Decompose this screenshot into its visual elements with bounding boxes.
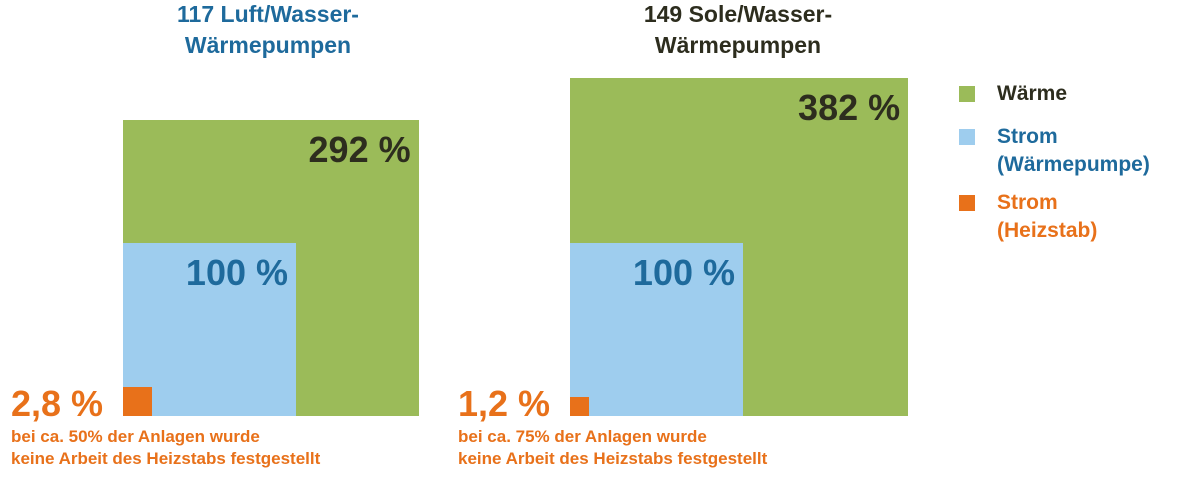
panel-title-luft-wasser: 117 Luft/Wasser- Wärmepumpen [177,1,359,58]
strom-waermepumpe-value-label: 100 % [632,252,735,293]
strom-heizstab-value-label: 2,8 % [11,383,104,424]
strom-waermepumpe-box [570,243,743,416]
strom-heizstab-box [570,397,589,416]
heizstab-note: bei ca. 50% der Anlagen wurde keine Arbe… [11,427,321,468]
legend-label-strom-heizstab: Strom (Heizstab) [997,191,1098,242]
heizstab-note: bei ca. 75% der Anlagen wurde keine Arbe… [458,427,768,468]
legend-label-waerme: Wärme [997,82,1068,105]
waerme-value-label: 292 % [308,129,411,171]
panel-title-sole-wasser: 149 Sole/Wasser- Wärmepumpen [643,1,833,58]
legend-swatch-waerme [959,86,975,102]
strom-heizstab-value-label: 1,2 % [458,383,551,424]
legend-swatch-strom-waermepumpe [959,129,975,145]
legend-label-strom-waermepumpe: Strom (Wärmepumpe) [997,125,1150,176]
waerme-value-label: 382 % [798,86,901,128]
legend-swatch-strom-heizstab [959,195,975,211]
strom-waermepumpe-value-label: 100 % [185,252,288,293]
strom-heizstab-box [123,387,152,416]
